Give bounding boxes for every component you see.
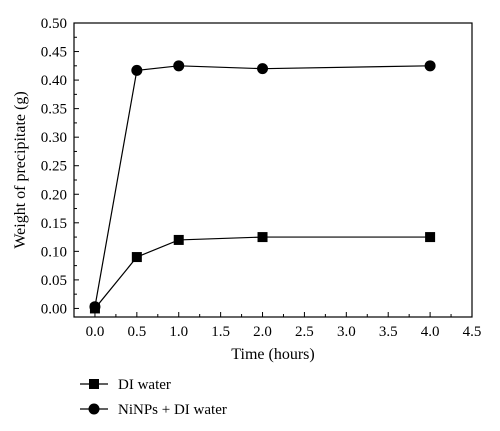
series-2	[89, 60, 436, 313]
series-1	[89, 232, 436, 314]
data-point	[257, 63, 269, 75]
plot-frame	[73, 22, 473, 318]
legend-item: NiNPs + DI water	[80, 402, 227, 418]
legend-marker	[89, 379, 99, 389]
data-point	[424, 60, 436, 72]
data-point	[425, 232, 436, 243]
y-tick-label: 0.20	[41, 187, 67, 203]
x-tick-label: 0.5	[127, 324, 146, 340]
series-line	[94, 236, 431, 309]
series-line	[94, 65, 431, 307]
data-point	[89, 301, 101, 313]
data-point	[173, 234, 184, 245]
data-point	[173, 60, 185, 72]
x-tick-label: 1.0	[169, 324, 188, 340]
x-tick-label: 4.0	[421, 324, 440, 340]
series-layer	[89, 60, 436, 314]
y-tick-label: 0.45	[41, 45, 67, 61]
y-tick-label: 0.15	[41, 216, 67, 232]
plot-area	[73, 22, 473, 318]
x-axis-label: Time (hours)	[231, 346, 314, 363]
x-tick-label: 1.5	[211, 324, 230, 340]
x-tick-label: 3.0	[337, 324, 356, 340]
data-point	[131, 64, 143, 76]
y-tick-label: 0.10	[41, 244, 67, 260]
legend: DI water NiNPs + DI water	[80, 377, 227, 418]
y-tick-label: 0.00	[41, 301, 67, 317]
y-tick-label: 0.25	[41, 159, 67, 175]
legend-label: NiNPs + DI water	[118, 402, 227, 418]
x-tick-label: 4.5	[463, 324, 482, 340]
y-tick-label: 0.40	[41, 73, 67, 89]
legend-marker	[88, 403, 100, 415]
x-tick-label: 0.0	[86, 324, 105, 340]
x-axis: 0.0 0.5 1.0 1.5 2.0 2.5 3.0 3.5 4.0 4.5	[86, 312, 482, 340]
y-tick-label: 0.05	[41, 273, 67, 289]
y-tick-label: 0.50	[41, 16, 67, 32]
legend-item: DI water	[80, 377, 171, 393]
x-tick-label: 2.5	[295, 324, 314, 340]
y-axis: 0.00 0.05 0.10 0.15 0.20 0.25 0.30 0.35 0.40 0.45…	[41, 16, 79, 317]
y-tick-label: 0.35	[41, 102, 67, 118]
y-tick-label: 0.30	[41, 130, 67, 146]
y-axis-label: Weight of precipitate (g)	[12, 91, 29, 248]
x-tick-label: 3.5	[379, 324, 398, 340]
legend-label: DI water	[118, 377, 171, 393]
x-tick-label: 2.0	[253, 324, 272, 340]
data-point	[131, 252, 142, 263]
data-point	[257, 232, 268, 243]
